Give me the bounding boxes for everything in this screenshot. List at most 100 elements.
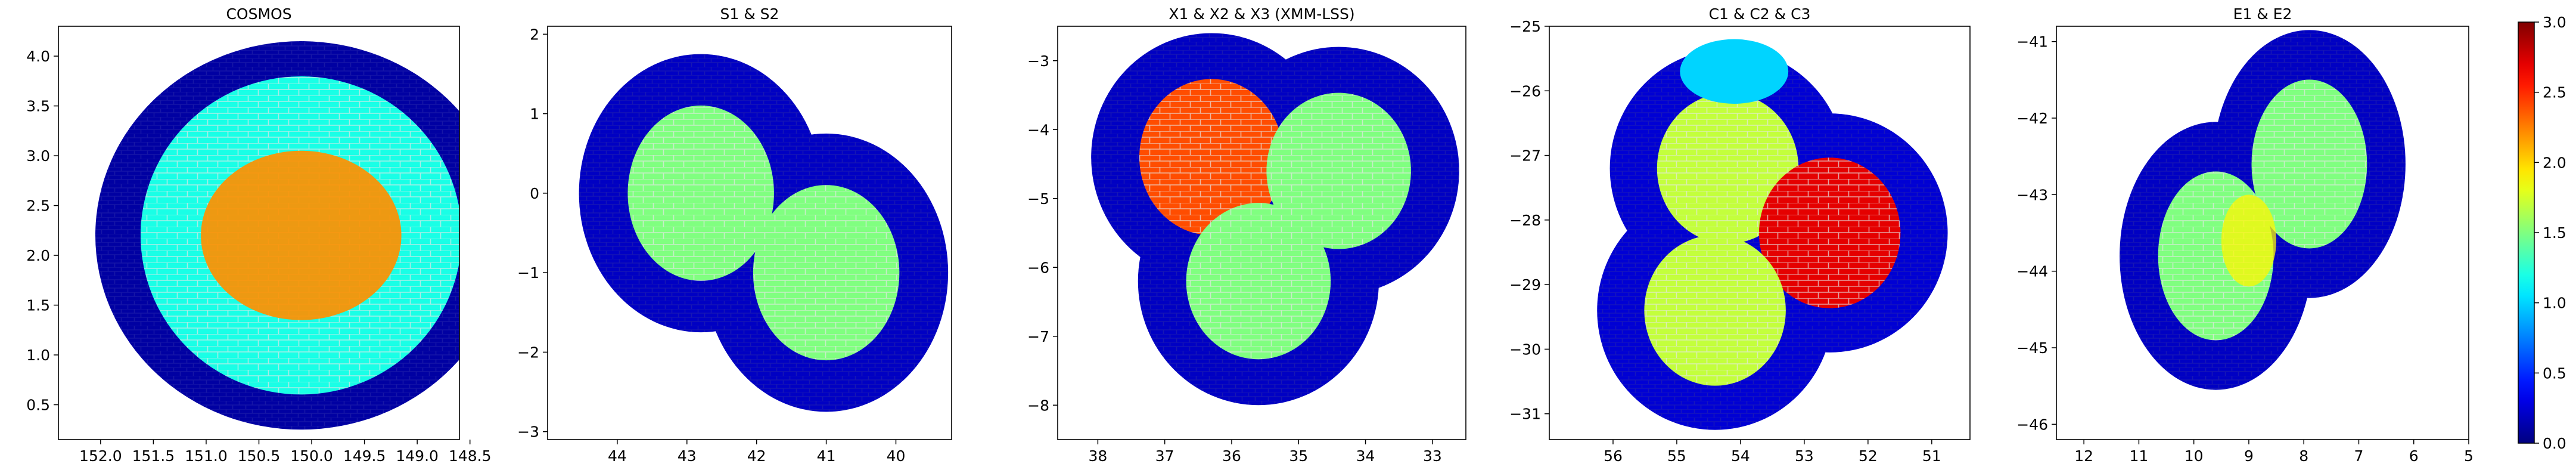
- tiled-region: [1657, 93, 1799, 244]
- tiled-region: [2251, 79, 2367, 249]
- y-tick-label: −7: [1027, 328, 1049, 345]
- panel-5: E1 & E2 12 11 10 9 8 7 6 5 −46 −45 −44 −43 −42 −41: [2016, 5, 2474, 465]
- colorbar-tick-label: 1.0: [2543, 295, 2566, 312]
- x-tick-label: 51: [1922, 447, 1941, 465]
- tiled-region: [1139, 79, 1284, 236]
- northern-patch: [1680, 39, 1789, 104]
- x-tick-label: 150.0: [290, 447, 333, 465]
- tiled-region: [1758, 157, 1901, 308]
- x-tick-label: 152.0: [79, 447, 122, 465]
- x-tick-label: 40: [887, 447, 906, 465]
- y-tick-label: 1: [530, 106, 539, 123]
- colorbar-tick-label: 2.0: [2543, 154, 2566, 171]
- x-tick-label: 8: [2299, 447, 2308, 465]
- y-tick-label: −28: [1509, 212, 1541, 229]
- tiled-region: [1186, 203, 1331, 360]
- panel-title: C1 & C2 & C3: [1709, 5, 1811, 23]
- y-tick-label: 1.5: [26, 297, 50, 314]
- colorbar-tick-label: 0.5: [2543, 364, 2566, 382]
- tiled-region: [627, 105, 774, 281]
- y-tick-label: 0.5: [26, 397, 50, 414]
- plot-area: [2056, 26, 2469, 440]
- axes-frame: [547, 26, 952, 440]
- axes-frame: [1057, 26, 1466, 440]
- panel-title: X1 & X2 & X3 (XMM-LSS): [1169, 5, 1354, 23]
- colorbar-tick-label: 0.0: [2543, 435, 2566, 452]
- x-tick-label: 150.5: [238, 447, 281, 465]
- axes-frame: [1549, 26, 1971, 440]
- y-tick-label: 4.0: [26, 48, 50, 65]
- x-tick-label: 9: [2244, 447, 2254, 465]
- x-tick-label: 149.5: [343, 447, 386, 465]
- panel-3: X1 & X2 & X3 (XMM-LSS) 38 37 36 35 34 33 −8 −7 −6…: [1027, 5, 1466, 465]
- plot-area: [1058, 26, 1466, 440]
- overlap-region: [2221, 194, 2277, 287]
- tiled-region: [1644, 235, 1786, 386]
- x-tick-label: 54: [1731, 447, 1750, 465]
- y-tick-label: 2: [530, 26, 539, 43]
- x-tick-label: 10: [2185, 447, 2204, 465]
- x-tick-label: 34: [1356, 447, 1375, 465]
- panel-title: COSMOS: [226, 5, 291, 23]
- plot-area: [548, 26, 952, 440]
- x-tick-label: 11: [2129, 447, 2148, 465]
- x-tick-label: 43: [678, 447, 697, 465]
- x-tick-label: 55: [1667, 447, 1686, 465]
- colorbar: 0.0 0.5 1.0 1.5 2.0 2.5 3.0: [2518, 14, 2566, 452]
- y-tick-label: −30: [1509, 341, 1541, 358]
- x-tick-label: 148.5: [449, 447, 492, 465]
- y-tick-label: −2: [517, 344, 539, 361]
- tiled-region: [1266, 92, 1411, 249]
- panel-title: S1 & S2: [720, 5, 779, 23]
- y-tick-label: −1: [517, 264, 539, 282]
- y-tick-label: −46: [2016, 416, 2048, 433]
- y-tick-label: −3: [1027, 52, 1049, 70]
- panel-2: S1 & S2 44 43 42 41 40 −3 −2 −1 0 1 2: [517, 5, 952, 465]
- y-tick-label: 2.5: [26, 197, 50, 215]
- x-tick-label: 41: [817, 447, 836, 465]
- x-tick-label: 12: [2074, 447, 2093, 465]
- x-tick-label: 44: [608, 447, 627, 465]
- panel-1: COSMOS 152.0 151.5 151.0 150.5 150.0 149.5 149.…: [26, 5, 492, 465]
- y-tick-label: −8: [1027, 397, 1049, 414]
- x-tick-label: 151.0: [185, 447, 228, 465]
- y-tick-label: 1.0: [26, 347, 50, 364]
- y-tick-label: 3.0: [26, 147, 50, 165]
- y-tick-label: −45: [2016, 339, 2048, 357]
- axes-frame: [2056, 26, 2469, 440]
- colorbar-tick-label: 3.0: [2543, 14, 2566, 31]
- y-tick-label: −43: [2016, 186, 2048, 203]
- y-tick-label: 3.5: [26, 98, 50, 115]
- y-tick-label: −44: [2016, 263, 2048, 280]
- colorbar-gradient: [2518, 21, 2535, 444]
- plot-area: [58, 26, 459, 440]
- x-tick-label: 38: [1088, 447, 1107, 465]
- x-tick-label: 5: [2464, 447, 2474, 465]
- y-tick-label: −4: [1027, 121, 1049, 138]
- x-tick-label: 151.5: [132, 447, 175, 465]
- colorbar-tick-label: 1.5: [2543, 224, 2566, 242]
- y-tick-label: −3: [517, 423, 539, 441]
- y-tick-label: −26: [1509, 82, 1541, 100]
- y-tick-label: −5: [1027, 190, 1049, 208]
- y-tick-label: −27: [1509, 147, 1541, 165]
- y-tick-label: −25: [1509, 18, 1541, 35]
- y-tick-label: 0: [530, 185, 539, 202]
- y-tick-label: −42: [2016, 110, 2048, 127]
- x-tick-label: 37: [1155, 447, 1174, 465]
- x-tick-label: 42: [747, 447, 766, 465]
- x-tick-label: 56: [1604, 447, 1623, 465]
- x-tick-label: 53: [1795, 447, 1814, 465]
- x-tick-label: 52: [1859, 447, 1878, 465]
- y-tick-label: −29: [1509, 276, 1541, 293]
- x-tick-label: 149.0: [396, 447, 439, 465]
- x-tick-label: 35: [1289, 447, 1308, 465]
- plot-area: [1549, 26, 1970, 440]
- x-tick-label: 33: [1423, 447, 1442, 465]
- x-tick-label: 6: [2409, 447, 2419, 465]
- tiled-region: [753, 185, 900, 361]
- x-tick-label: 36: [1222, 447, 1241, 465]
- y-tick-label: −6: [1027, 259, 1049, 276]
